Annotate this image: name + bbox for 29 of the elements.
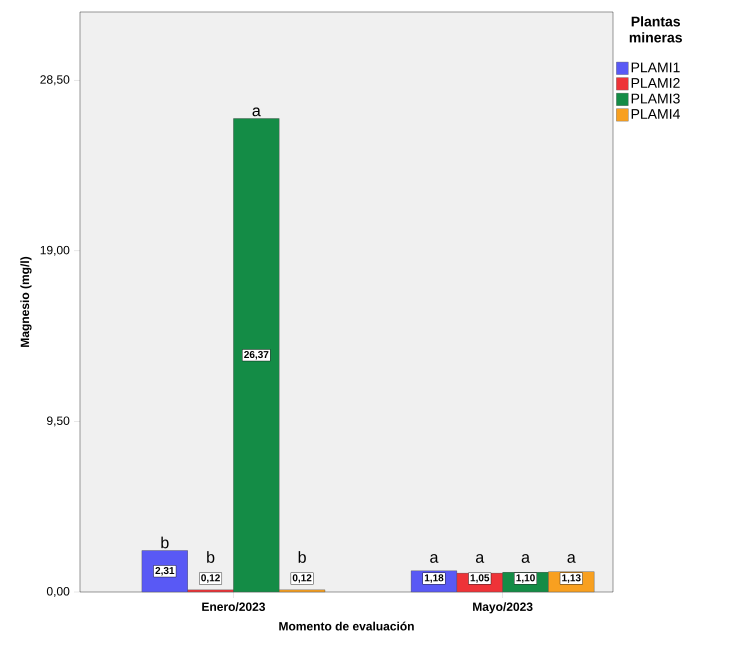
- annotation: b: [298, 551, 306, 563]
- data-label: 1,13: [562, 574, 581, 583]
- data-label: 2,31: [155, 566, 174, 576]
- legend-title: Plantas mineras: [630, 16, 682, 42]
- legend-label: PLAMI1: [632, 62, 680, 72]
- legend-label: PLAMI4: [632, 109, 680, 119]
- data-label: 1,10: [516, 574, 535, 583]
- legend-label: PLAMI3: [632, 94, 680, 104]
- x-axis-title: Momento de evaluación: [279, 622, 414, 630]
- y-tick-label: 28,50: [40, 75, 70, 86]
- y-tick-label: 9,50: [47, 416, 70, 426]
- annotation: a: [522, 554, 530, 563]
- data-label: 1,18: [424, 574, 444, 583]
- y-axis-title: Magnesio (mg/l): [20, 256, 32, 347]
- data-label: 1,05: [470, 574, 490, 583]
- annotation: b: [161, 536, 169, 548]
- y-tick-label: 19,00: [40, 246, 70, 256]
- data-label: 0,12: [201, 574, 220, 583]
- x-tick-label: Mayo/2023: [473, 602, 533, 614]
- annotation: a: [568, 554, 576, 563]
- x-tick-label: Enero/2023: [202, 602, 266, 612]
- y-tick-label: 0,00: [46, 587, 70, 597]
- annotation: b: [207, 551, 214, 563]
- annotation: a: [430, 554, 438, 563]
- data-label: 26,37: [244, 350, 268, 360]
- annotation: a: [252, 108, 261, 116]
- legend-label: PLAMI2: [632, 78, 680, 88]
- data-label: 0,12: [292, 574, 312, 583]
- annotation: a: [476, 554, 484, 563]
